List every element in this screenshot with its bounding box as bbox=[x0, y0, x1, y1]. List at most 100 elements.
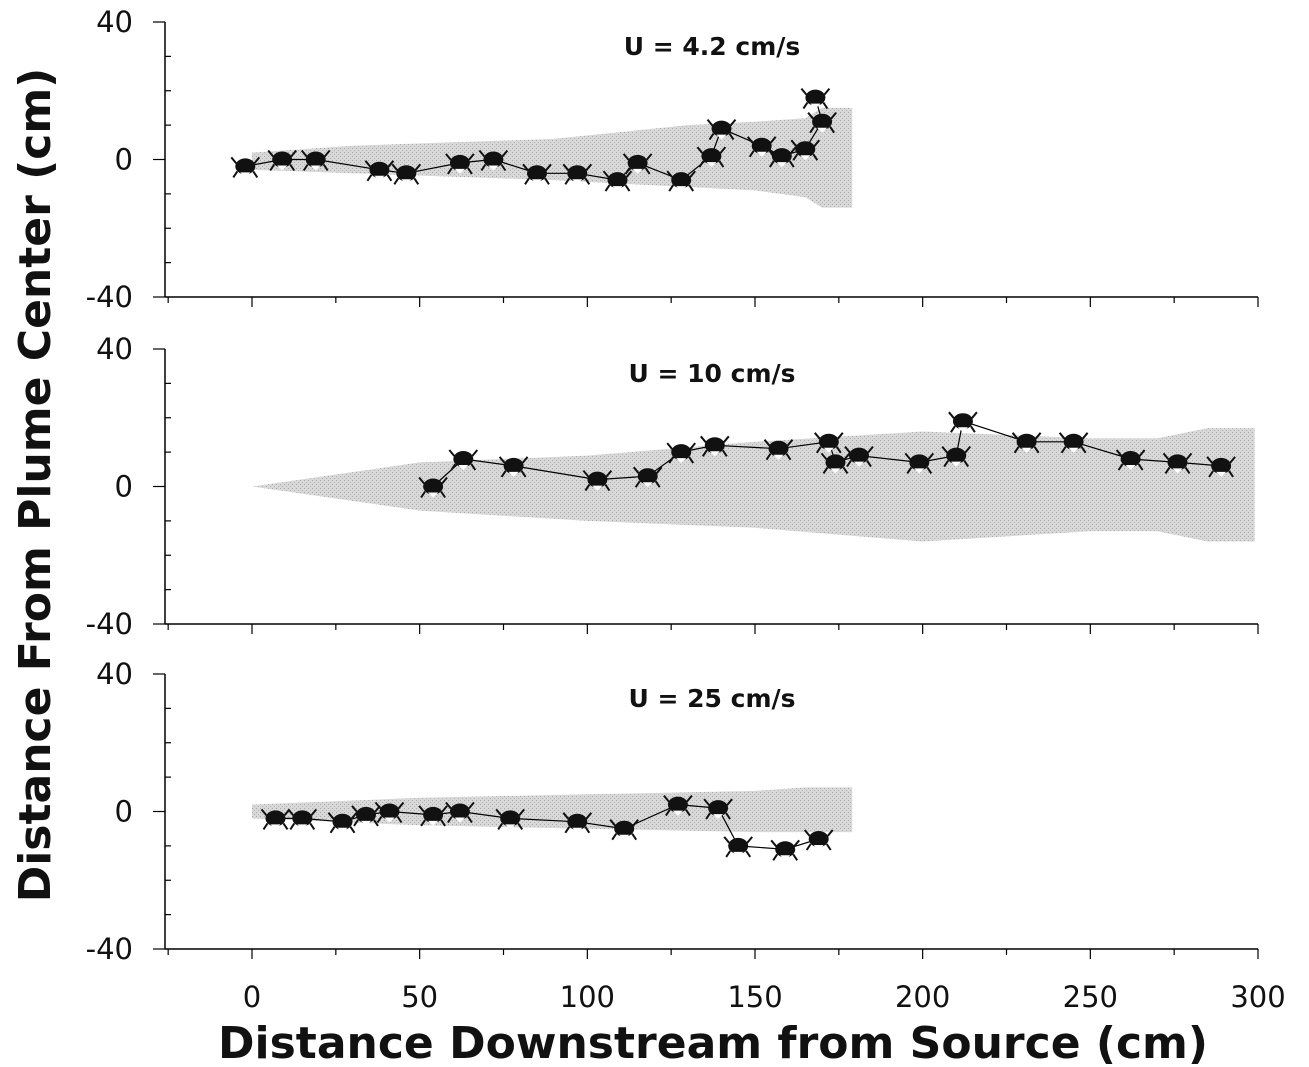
crab-claw-gap bbox=[813, 845, 824, 850]
crab-body bbox=[356, 806, 376, 823]
crab-legs bbox=[767, 146, 797, 168]
crab-marker bbox=[703, 798, 733, 820]
crab-claw-gap bbox=[642, 482, 653, 488]
crab-body bbox=[909, 454, 930, 471]
crab-body bbox=[818, 433, 839, 450]
crab-claw-gap bbox=[454, 168, 465, 174]
crab-marker bbox=[418, 476, 448, 499]
x-tick-label: 250 bbox=[1063, 980, 1118, 1014]
crab-marker bbox=[814, 432, 844, 454]
crab-legs bbox=[1058, 432, 1089, 454]
x-tick-label: 300 bbox=[1230, 980, 1285, 1014]
crab-marker bbox=[663, 794, 693, 817]
crab-body bbox=[305, 151, 326, 168]
crab-claw-gap bbox=[1216, 471, 1227, 477]
crab-marker bbox=[582, 469, 613, 492]
crab-claw-gap bbox=[592, 485, 603, 491]
crab-legs bbox=[260, 808, 291, 830]
crab-marker bbox=[445, 801, 475, 824]
crab-claw-gap bbox=[800, 155, 811, 161]
crab-legs bbox=[562, 812, 593, 834]
crab-legs bbox=[445, 153, 475, 175]
crab-legs bbox=[495, 808, 525, 830]
crab-body bbox=[711, 120, 732, 137]
crab-body bbox=[272, 151, 293, 168]
y-tick-label: 0 bbox=[115, 143, 133, 177]
crab-legs bbox=[807, 112, 837, 134]
crab-claw-gap bbox=[676, 458, 687, 464]
crab-legs bbox=[267, 149, 297, 172]
crab-claw-gap bbox=[1068, 447, 1079, 453]
crab-claw-gap bbox=[810, 103, 821, 109]
crab-claw-gap bbox=[817, 127, 828, 133]
crab-marker bbox=[790, 139, 821, 161]
crab-legs bbox=[941, 445, 971, 468]
crab-marker bbox=[696, 146, 727, 168]
crab-body bbox=[527, 165, 547, 182]
crab-marker bbox=[1011, 432, 1042, 454]
crab-body bbox=[671, 444, 692, 461]
crab-marker bbox=[1058, 432, 1089, 454]
crab-marker bbox=[267, 149, 297, 172]
crab-body bbox=[607, 172, 628, 189]
crab-body bbox=[1167, 454, 1188, 471]
crab-marker bbox=[700, 435, 730, 457]
crab-legs bbox=[746, 136, 777, 158]
crab-marker bbox=[300, 149, 331, 172]
crab-claw-gap bbox=[1172, 468, 1183, 474]
plume-region bbox=[252, 787, 853, 833]
crab-legs bbox=[351, 805, 381, 827]
crab-claw-gap bbox=[733, 851, 744, 857]
crab-legs bbox=[666, 170, 696, 192]
crab-claw-gap bbox=[488, 165, 499, 171]
crab-legs bbox=[820, 452, 851, 474]
crab-marker bbox=[1206, 456, 1236, 478]
crab-claw-gap bbox=[854, 461, 864, 467]
crab-legs bbox=[327, 812, 358, 834]
crab-marker bbox=[1115, 449, 1146, 471]
y-tick-label: -40 bbox=[86, 280, 133, 314]
crab-claw-gap bbox=[773, 454, 784, 460]
crab-marker bbox=[706, 118, 737, 141]
crab-body bbox=[708, 800, 729, 817]
crab-legs bbox=[904, 452, 935, 474]
crab-legs bbox=[666, 442, 696, 464]
crab-legs bbox=[663, 794, 693, 817]
crab-marker bbox=[844, 445, 874, 468]
crab-marker bbox=[391, 163, 422, 185]
crab-marker bbox=[374, 801, 405, 824]
crab-body bbox=[1120, 451, 1141, 467]
crab-body bbox=[369, 161, 390, 178]
crab-body bbox=[587, 471, 608, 488]
crab-marker bbox=[666, 170, 696, 192]
panel-title: U = 10 cm/s bbox=[628, 359, 795, 388]
crab-legs bbox=[622, 153, 653, 175]
crab-marker bbox=[803, 829, 834, 851]
crab-claw-gap bbox=[270, 824, 281, 830]
crab-claw-gap bbox=[709, 451, 720, 457]
crab-legs bbox=[800, 87, 831, 110]
x-tick-label: 200 bbox=[895, 980, 950, 1014]
x-tick-label: 150 bbox=[727, 980, 782, 1014]
crab-legs bbox=[287, 808, 318, 830]
crab-marker bbox=[800, 87, 831, 110]
crab-claw-gap bbox=[572, 827, 583, 833]
panels-group: -40 0 40 U = 4.2 cm/s -40 0 40 U = 10 cm/s -40 0 4… bbox=[86, 5, 1286, 1014]
crab-claw-gap bbox=[823, 447, 834, 453]
crab-body bbox=[567, 165, 588, 182]
y-axis-title: Distance From Plume Center (cm) bbox=[10, 68, 61, 903]
crab-marker bbox=[562, 812, 593, 834]
crab-legs bbox=[562, 163, 593, 185]
crab-body bbox=[500, 810, 521, 827]
crab-body bbox=[812, 113, 833, 130]
crab-marker bbox=[445, 153, 475, 175]
crab-marker bbox=[904, 452, 935, 474]
crab-claw-gap bbox=[676, 186, 687, 192]
y-tick-label: 40 bbox=[96, 332, 133, 366]
panel-3: -40 0 40 U = 25 cm/s bbox=[86, 657, 1259, 966]
crab-legs bbox=[703, 798, 733, 820]
crab-claw-gap bbox=[776, 162, 787, 168]
y-tick-label: 0 bbox=[115, 795, 133, 829]
crab-legs bbox=[1206, 456, 1236, 478]
crab-body bbox=[825, 454, 846, 471]
